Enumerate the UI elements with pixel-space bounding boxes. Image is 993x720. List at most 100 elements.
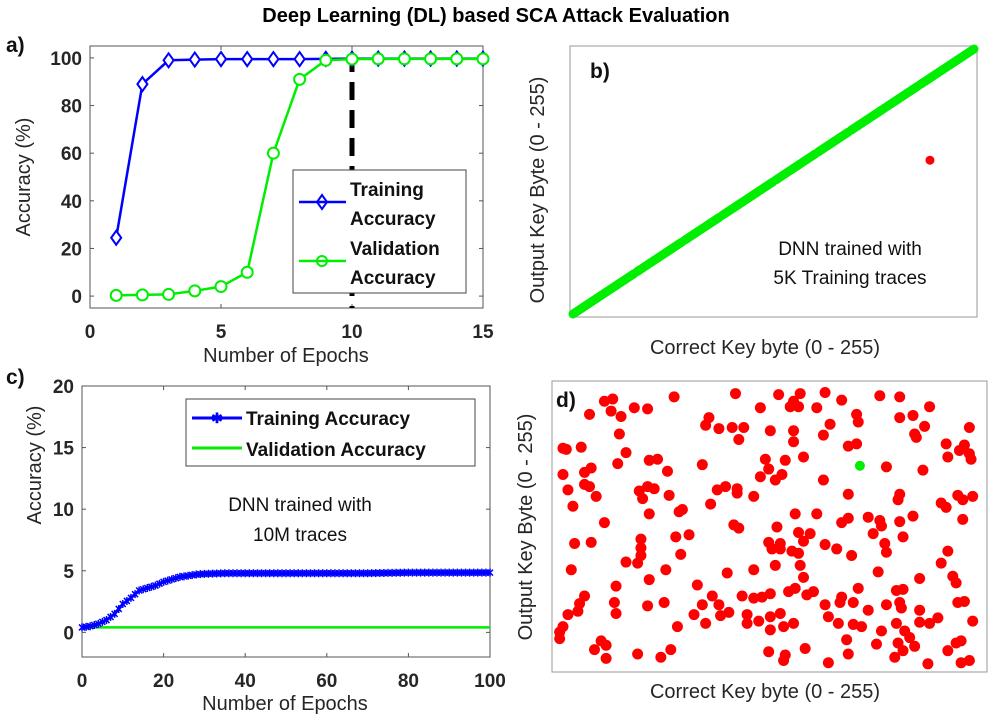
wrong-key-point [788,436,800,448]
wrong-key-point [607,393,619,405]
wrong-key-point [584,481,596,493]
wrong-key-point [671,621,683,633]
c-y-tick-label: 15 [53,439,75,460]
legend-label-validation-2: Accuracy [350,268,436,289]
data-point-training [168,575,176,584]
wrong-key-point [643,454,655,466]
wrong-key-point [759,453,771,465]
wrong-key-point [919,420,931,432]
data-point-training [151,581,159,590]
wrong-key-point [879,537,891,549]
c-x-tick-label: 0 [77,671,88,692]
wrong-key-point [773,389,785,401]
panel-label-b: b) [590,60,610,83]
wrong-key-point [894,412,906,424]
x-axis-label-c: Number of Epochs [202,693,368,715]
wrong-key-point [955,657,967,669]
wrong-key-point [798,451,810,463]
wrong-key-point [917,464,929,476]
y-axis-label-a: Accuracy (%) [13,118,35,237]
wrong-key-point [807,586,819,598]
wrong-key-point [598,517,610,529]
wrong-key-point [862,604,874,616]
wrong-key-point [889,651,901,663]
wrong-key-point [789,508,801,520]
wrong-key-point [924,617,936,629]
correct-key-point [969,44,979,54]
data-point-training [164,576,172,585]
wrong-key-point [817,429,829,441]
panel-label-d: d) [556,389,576,412]
data-point-validation [319,53,333,67]
x-axis-label-d: Correct Key byte (0 - 255) [650,681,880,703]
wrong-key-point [794,559,806,571]
wrong-key-point [588,644,600,656]
wrong-key-point [731,487,743,499]
wrong-key-point [660,564,672,576]
wrong-key-point [940,501,952,513]
wrong-key-point [754,402,766,414]
data-point-validation [109,288,123,302]
wrong-key-point [569,537,581,549]
wrong-key-point [562,609,574,621]
wrong-key-point [600,652,612,664]
wrong-key-point [764,425,776,437]
wrong-key-point [774,607,786,619]
wrong-key-point [793,527,805,539]
wrong-key-point [748,490,760,502]
wrong-key-point [610,580,622,592]
wrong-key-point [932,612,944,624]
wrong-key-point [880,599,892,611]
data-point-validation [162,287,176,301]
wrong-key-point [610,607,622,619]
wrong-key-point [874,390,886,402]
legend-label-validation-1: Validation [350,239,440,260]
wrong-key-point [557,469,569,481]
annotation-b-1: DNN trained with [778,239,922,260]
wrong-key-point [643,574,655,586]
wrong-key-point [738,421,750,433]
axes-box-c [81,385,491,658]
wrong-key-point [733,522,745,534]
wrong-key-point [836,394,848,406]
c-x-tick-label: 40 [235,671,256,692]
legend-box-c [185,398,476,467]
wrong-key-point [572,605,584,617]
wrong-key-point [771,521,783,533]
wrong-key-point [715,610,727,622]
wrong-key-point [643,508,655,520]
data-point-validation [424,52,438,66]
wrong-key-point [914,572,926,584]
a-x-tick-label: 15 [472,322,494,343]
c-x-tick-label: 20 [153,671,174,692]
wrong-key-point [799,642,811,654]
wrong-key-point [706,590,718,602]
wrong-key-point [778,655,790,667]
wrong-key-point [852,416,864,428]
wrong-key-point [957,494,969,506]
data-point-training [160,577,168,586]
data-point-training [172,574,180,583]
wrong-key-point [620,447,632,459]
wrong-key-point [875,520,887,532]
wrong-key-point [756,591,768,603]
wrong-key-point [867,528,879,540]
wrong-key-point [914,604,926,616]
wrong-key-point [748,592,760,604]
wrong-key-point [605,405,617,417]
wrong-key-point [721,567,733,579]
data-point-training [162,51,175,70]
wrong-key-point [575,441,587,453]
wrong-key-point [842,488,854,500]
x-axis-label-b: Correct Key byte (0 - 255) [650,337,880,359]
panel-label-c: c) [6,366,25,389]
wrong-key-point [794,388,806,400]
wrong-key-point [723,606,735,618]
a-y-tick-label: 40 [61,192,82,213]
data-point-training [293,50,306,68]
panel-c: c) 0 20 40 60 80 100 0 5 10 15 20 DNN trained with… [6,366,506,715]
wrong-key-point [880,461,892,473]
wrong-key-point [688,609,700,621]
wrong-key-point [852,582,864,594]
